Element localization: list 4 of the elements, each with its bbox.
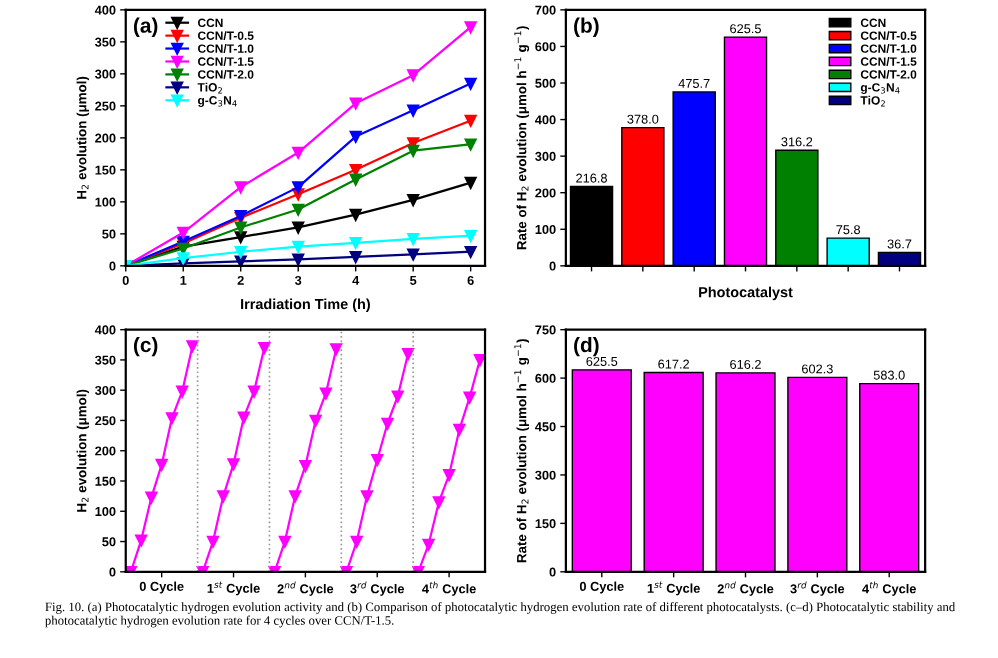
- annotation: (c): [133, 336, 158, 357]
- annotation: (a): [133, 17, 158, 37]
- annotation: (d): [574, 336, 599, 357]
- annotation: (b): [574, 17, 599, 37]
